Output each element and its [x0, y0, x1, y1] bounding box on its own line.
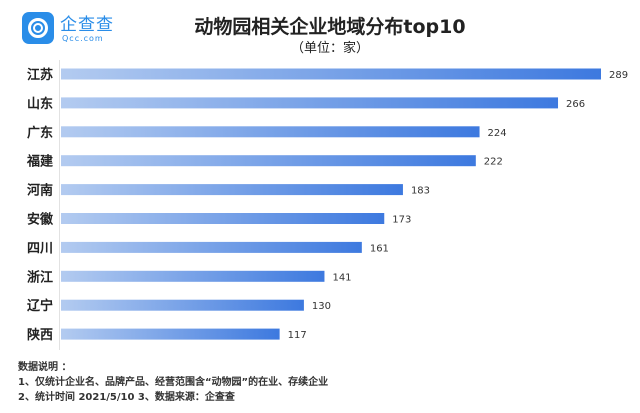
data-notes: 数据说明 ： 1、仅统计企业名、品牌产品、经营范围含“动物园”的在业、存续企业 … — [18, 360, 328, 405]
value-label: 117 — [288, 330, 307, 341]
bar — [61, 155, 476, 167]
bar — [61, 241, 362, 253]
value-label: 141 — [332, 272, 351, 283]
chart-title: 动物园相关企业地域分布top10 — [194, 16, 466, 38]
chart-subtitle: （单位：家） — [290, 41, 369, 56]
qcc-logo: 企查查 Qcc.com — [22, 10, 142, 50]
bar — [61, 68, 601, 80]
logo-text: 企查查 — [60, 15, 114, 35]
notes-line-1: 1、仅统计企业名、品牌产品、经营范围含“动物园”的在业、存续企业 — [18, 377, 329, 388]
value-label: 222 — [484, 157, 503, 168]
bar — [61, 299, 304, 311]
notes-heading: 数据说明 ： — [18, 362, 72, 373]
value-label: 266 — [566, 99, 585, 110]
logo-domain: Qcc.com — [62, 34, 104, 43]
notes-line-2: 2、统计时间 2021/5/10 3、数据来源：企查查 — [18, 392, 235, 403]
category-label: 河南 — [27, 183, 53, 199]
category-label: 福建 — [26, 154, 53, 170]
bar — [61, 328, 280, 340]
bar — [61, 126, 480, 138]
category-label: 陕西 — [27, 327, 53, 343]
value-label: 173 — [392, 215, 411, 226]
value-label: 161 — [370, 243, 389, 254]
value-label: 224 — [488, 128, 507, 139]
category-label: 辽宁 — [27, 298, 53, 314]
qcc-logo-icon — [22, 12, 54, 44]
bar — [61, 270, 325, 282]
category-label: 广东 — [27, 125, 53, 141]
bar — [61, 97, 559, 109]
y-axis-line — [59, 60, 60, 350]
category-label: 浙江 — [27, 269, 53, 285]
value-label: 183 — [411, 186, 430, 197]
category-label: 四川 — [27, 241, 53, 256]
category-label: 山东 — [27, 96, 53, 112]
category-label: 安徽 — [27, 212, 54, 228]
category-label: 江苏 — [27, 67, 53, 83]
bar — [61, 213, 385, 224]
value-label: 289 — [609, 70, 628, 81]
value-label: 130 — [312, 301, 331, 312]
bar — [61, 184, 403, 196]
